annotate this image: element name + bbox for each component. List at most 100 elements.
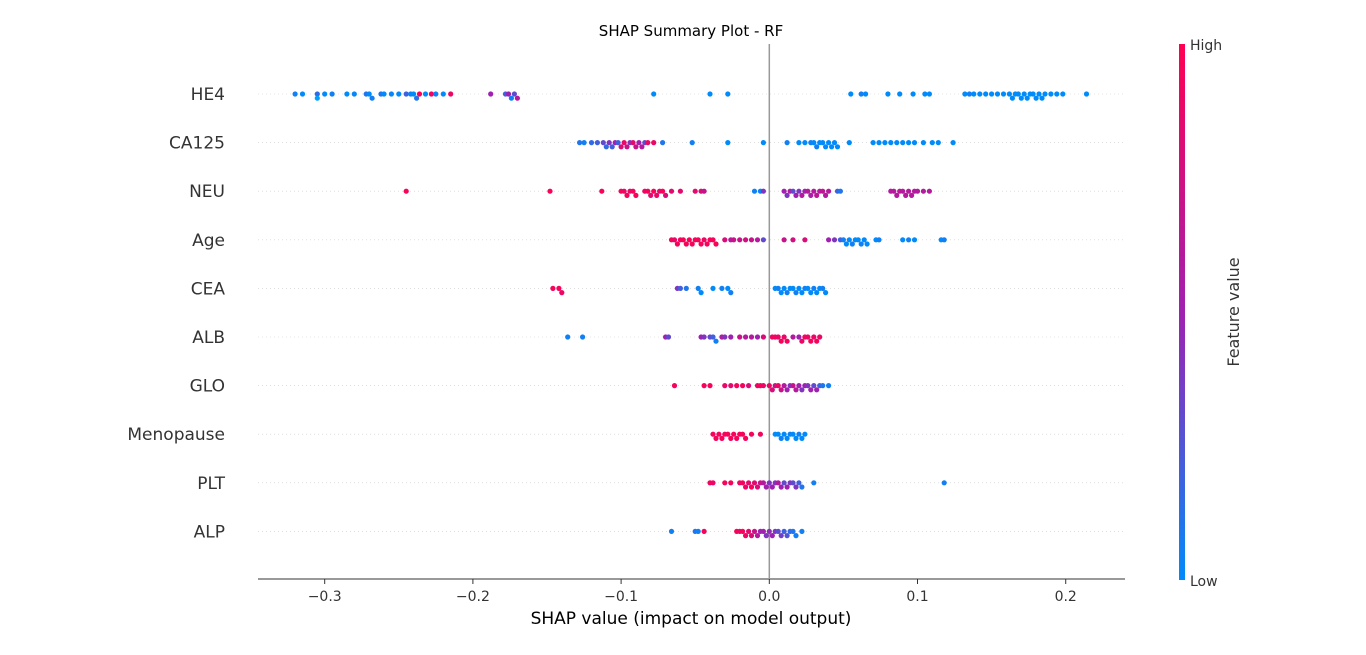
shap-point [692, 188, 698, 194]
shap-point [292, 91, 298, 97]
shap-point [796, 188, 802, 194]
shap-point [790, 188, 796, 194]
x-axis-ticks: −0.3 −0.2 −0.1 0.0 0.1 0.2 [308, 579, 1077, 605]
shap-point [971, 91, 977, 97]
shap-point [885, 91, 891, 97]
shap-point [722, 383, 728, 389]
shap-point [508, 95, 514, 101]
shap-point [1024, 95, 1030, 101]
feature-labels: HE4 CA125 NEU Age CEA ALB GLO Menopause PLT ALP [127, 85, 225, 542]
shap-point [870, 140, 876, 146]
shap-point [369, 95, 375, 101]
shap-point [514, 95, 521, 101]
shap-point [781, 480, 787, 486]
shap-point [731, 431, 737, 437]
shap-point [725, 431, 731, 437]
shap-point [636, 140, 642, 146]
shap-point [811, 285, 817, 291]
shap-point [778, 533, 784, 539]
shap-point [796, 140, 802, 146]
shap-point [716, 431, 722, 437]
shap-point [778, 290, 784, 296]
shap-point [781, 383, 787, 389]
shap-point [743, 435, 749, 441]
shap-point [784, 338, 790, 344]
shap-point [793, 290, 799, 296]
shap-point [725, 285, 731, 291]
shap-point [381, 91, 387, 97]
shap-point [704, 241, 710, 247]
shap-point [689, 140, 695, 146]
shap-point [698, 290, 704, 296]
shap-point [848, 91, 854, 97]
shap-point [550, 285, 556, 291]
shap-point [701, 528, 707, 535]
shap-point [748, 334, 755, 340]
feature-label-cea: CEA [191, 279, 226, 299]
shap-point [728, 480, 734, 486]
shap-point [790, 383, 796, 389]
shap-point [784, 533, 790, 539]
shap-point [811, 188, 817, 194]
shap-point [775, 383, 781, 389]
shap-point [707, 383, 713, 389]
shap-point [805, 334, 811, 340]
feature-gridlines [258, 93, 1125, 532]
shap-point [796, 334, 802, 340]
shap-point [760, 480, 767, 486]
shap-point [769, 387, 775, 393]
shap-point [826, 383, 832, 389]
shap-point [701, 188, 707, 194]
shap-point [858, 241, 864, 247]
shap-point [766, 480, 772, 486]
shap-point [941, 480, 947, 486]
shap-point [900, 237, 906, 243]
shap-point [1039, 95, 1045, 101]
x-tick-label: 0.0 [758, 589, 780, 605]
shap-point [725, 91, 731, 97]
shap-point [577, 140, 583, 146]
shap-point [766, 383, 772, 389]
feature-label-plt: PLT [197, 474, 225, 494]
shap-point [1033, 95, 1039, 101]
shap-point [784, 290, 790, 296]
shap-point [677, 188, 684, 194]
shap-point [802, 237, 808, 243]
shap-point [805, 188, 811, 194]
shap-point [689, 241, 695, 247]
shap-point [983, 91, 989, 97]
shap-point [731, 237, 737, 243]
shap-point [814, 338, 820, 344]
shap-point [624, 144, 630, 150]
shap-point [648, 192, 654, 198]
shap-point [663, 192, 669, 198]
shap-point [448, 91, 454, 97]
shap-point [802, 431, 808, 437]
shap-point [796, 480, 802, 486]
shap-point [588, 140, 595, 146]
feature-label-ca125: CA125 [169, 134, 225, 154]
shap-point [781, 237, 787, 243]
shap-point [814, 290, 820, 296]
shap-point [793, 435, 799, 441]
shap-point [710, 334, 716, 340]
shap-point [826, 237, 832, 243]
shap-point [760, 528, 767, 535]
shap-point [651, 188, 657, 194]
shap-point [547, 188, 553, 194]
shap-point [686, 237, 692, 243]
shap-point [754, 484, 761, 490]
shap-point [781, 528, 787, 535]
shap-point [790, 480, 796, 486]
shap-point [728, 290, 734, 296]
shap-point [695, 285, 701, 291]
shap-point [660, 140, 666, 146]
shap-point [556, 285, 562, 291]
shap-point [645, 140, 651, 146]
shap-point [876, 140, 882, 146]
shap-point [799, 290, 805, 296]
shap-point [811, 140, 817, 146]
colorbar-title: Feature value [1224, 257, 1243, 366]
shap-point [403, 188, 409, 194]
shap-point [713, 241, 719, 247]
